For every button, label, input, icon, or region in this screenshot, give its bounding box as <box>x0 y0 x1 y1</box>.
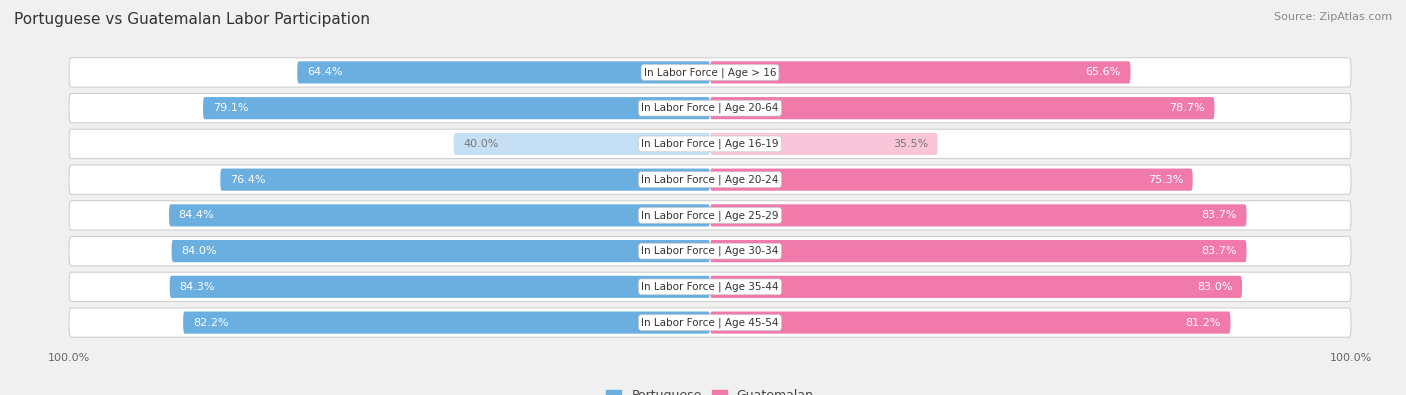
FancyBboxPatch shape <box>221 169 710 191</box>
Text: In Labor Force | Age 16-19: In Labor Force | Age 16-19 <box>641 139 779 149</box>
Text: 64.4%: 64.4% <box>307 68 342 77</box>
Text: Source: ZipAtlas.com: Source: ZipAtlas.com <box>1274 12 1392 22</box>
FancyBboxPatch shape <box>710 240 1247 262</box>
FancyBboxPatch shape <box>69 58 1351 87</box>
Text: In Labor Force | Age 20-24: In Labor Force | Age 20-24 <box>641 174 779 185</box>
Text: Portuguese vs Guatemalan Labor Participation: Portuguese vs Guatemalan Labor Participa… <box>14 12 370 27</box>
FancyBboxPatch shape <box>454 133 710 155</box>
FancyBboxPatch shape <box>69 165 1351 194</box>
Text: 40.0%: 40.0% <box>463 139 499 149</box>
FancyBboxPatch shape <box>69 129 1351 158</box>
Text: 79.1%: 79.1% <box>212 103 247 113</box>
Text: In Labor Force | Age 25-29: In Labor Force | Age 25-29 <box>641 210 779 221</box>
Text: 84.3%: 84.3% <box>180 282 215 292</box>
FancyBboxPatch shape <box>69 272 1351 301</box>
FancyBboxPatch shape <box>172 240 710 262</box>
FancyBboxPatch shape <box>69 237 1351 266</box>
Text: 83.7%: 83.7% <box>1201 246 1237 256</box>
FancyBboxPatch shape <box>710 312 1230 334</box>
Text: 84.4%: 84.4% <box>179 211 214 220</box>
Text: 35.5%: 35.5% <box>893 139 928 149</box>
Text: 82.2%: 82.2% <box>193 318 228 327</box>
FancyBboxPatch shape <box>710 169 1192 191</box>
Text: 83.0%: 83.0% <box>1197 282 1233 292</box>
FancyBboxPatch shape <box>202 97 710 119</box>
FancyBboxPatch shape <box>710 204 1247 226</box>
Text: In Labor Force | Age > 16: In Labor Force | Age > 16 <box>644 67 776 78</box>
Text: 84.0%: 84.0% <box>181 246 217 256</box>
Text: 78.7%: 78.7% <box>1170 103 1205 113</box>
FancyBboxPatch shape <box>710 97 1215 119</box>
Text: In Labor Force | Age 35-44: In Labor Force | Age 35-44 <box>641 282 779 292</box>
Text: 65.6%: 65.6% <box>1085 68 1121 77</box>
FancyBboxPatch shape <box>710 133 938 155</box>
Text: In Labor Force | Age 30-34: In Labor Force | Age 30-34 <box>641 246 779 256</box>
FancyBboxPatch shape <box>183 312 710 334</box>
FancyBboxPatch shape <box>169 204 710 226</box>
Text: 76.4%: 76.4% <box>231 175 266 184</box>
Legend: Portuguese, Guatemalan: Portuguese, Guatemalan <box>602 384 818 395</box>
Text: 81.2%: 81.2% <box>1185 318 1220 327</box>
FancyBboxPatch shape <box>710 276 1241 298</box>
Text: 83.7%: 83.7% <box>1201 211 1237 220</box>
FancyBboxPatch shape <box>69 94 1351 123</box>
Text: 75.3%: 75.3% <box>1147 175 1182 184</box>
FancyBboxPatch shape <box>170 276 710 298</box>
FancyBboxPatch shape <box>297 61 710 83</box>
FancyBboxPatch shape <box>69 201 1351 230</box>
Text: In Labor Force | Age 20-64: In Labor Force | Age 20-64 <box>641 103 779 113</box>
FancyBboxPatch shape <box>710 61 1130 83</box>
Text: In Labor Force | Age 45-54: In Labor Force | Age 45-54 <box>641 317 779 328</box>
FancyBboxPatch shape <box>69 308 1351 337</box>
